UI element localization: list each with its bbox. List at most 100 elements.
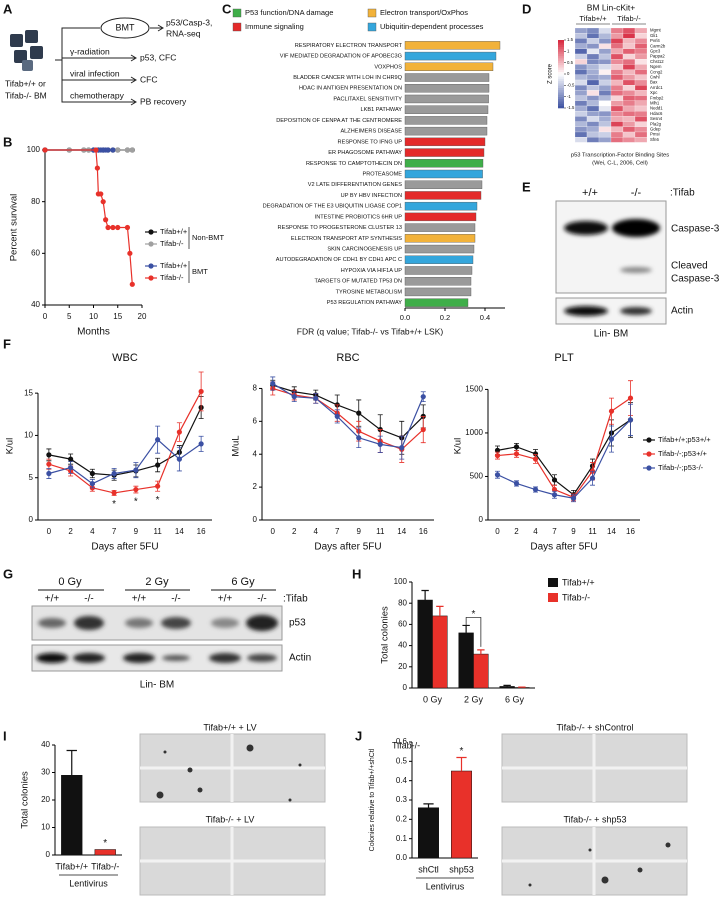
heatmap-cell bbox=[610, 79, 624, 86]
colorbar-step bbox=[558, 46, 564, 50]
x-axis-label: FDR (q value; Tifab-/- vs Tifab+/+ LSK) bbox=[297, 326, 444, 336]
category-label: UP BY HBV INFECTION bbox=[341, 193, 402, 199]
heatmap-cell bbox=[586, 48, 600, 55]
colony bbox=[246, 744, 254, 752]
band bbox=[612, 219, 660, 237]
legend-swatch bbox=[367, 22, 377, 32]
y-tick-label: 100 bbox=[394, 577, 408, 586]
heatmap-cell bbox=[610, 85, 624, 91]
heatmap-cell bbox=[610, 126, 624, 133]
x-tick-label: 2 Gy bbox=[464, 694, 484, 704]
point bbox=[513, 451, 520, 457]
chart-title: WBC bbox=[112, 352, 138, 364]
point bbox=[532, 486, 539, 493]
point bbox=[115, 224, 121, 231]
heatmap-cell bbox=[586, 90, 600, 96]
heatmap-cell bbox=[610, 64, 624, 70]
bar bbox=[451, 770, 472, 859]
heatmap-cell bbox=[622, 48, 636, 55]
x-tick-label: 7 bbox=[552, 527, 557, 536]
x-tick-label: shCtl bbox=[418, 864, 439, 874]
bar bbox=[404, 51, 497, 61]
x-tick-label: 11 bbox=[376, 527, 385, 536]
legend-label: Electron transport/OxPhos bbox=[380, 8, 468, 17]
heatmap-cell bbox=[586, 69, 600, 75]
category-label: DEPOSITION OF CENPA AT THE CENTROMERE bbox=[276, 118, 402, 124]
colorbar-step bbox=[558, 55, 564, 59]
bar bbox=[432, 615, 448, 689]
group-label: Tifab+/+ bbox=[579, 14, 607, 23]
heatmap-cell bbox=[610, 38, 624, 44]
x-tick-label: 2 bbox=[514, 527, 519, 536]
colorbar-step bbox=[558, 83, 564, 86]
x-tick-label: 0.2 bbox=[440, 313, 450, 322]
category-label: LKB1 PATHWAY bbox=[361, 107, 403, 113]
bar bbox=[404, 159, 484, 168]
bar bbox=[458, 632, 474, 689]
heatmap-cell bbox=[598, 105, 612, 112]
colorbar-label: -1.5 bbox=[567, 105, 575, 110]
heatmap-cell bbox=[598, 111, 612, 117]
row-label: Xpc bbox=[650, 90, 658, 95]
heatmap-cell bbox=[610, 53, 624, 60]
heatmap-cell bbox=[586, 95, 600, 101]
heatmap-cell bbox=[634, 79, 648, 86]
panel-label: J bbox=[355, 728, 362, 743]
heatmap-cell bbox=[574, 64, 588, 70]
row-label: Mgmt bbox=[650, 28, 662, 33]
x-tick-label: 9 bbox=[357, 527, 362, 536]
y-tick-label: 0.3 bbox=[396, 795, 408, 804]
x-tick-label: 5 bbox=[67, 312, 72, 321]
x-tick-label: 0.4 bbox=[480, 313, 490, 322]
row-label: Gli1 bbox=[650, 33, 658, 38]
heatmap-cell bbox=[634, 38, 648, 44]
panel-label: H bbox=[352, 566, 361, 581]
point bbox=[551, 486, 558, 493]
legend-label: Tifab+/+ bbox=[160, 261, 188, 270]
row-label: Hdac6 bbox=[650, 111, 663, 116]
legend-marker bbox=[646, 437, 652, 443]
y-tick-label: 0 bbox=[479, 515, 484, 524]
x-tick-label: 14 bbox=[175, 527, 184, 536]
x-tick-label: Tifab-/- bbox=[91, 861, 119, 871]
colorbar-step bbox=[558, 96, 564, 100]
row-label: Arrdc1 bbox=[650, 85, 663, 90]
category-label: PROTEASOME bbox=[363, 171, 403, 177]
heatmap-cell bbox=[622, 27, 636, 34]
bar bbox=[404, 105, 489, 114]
point bbox=[155, 437, 161, 443]
genotype: +/+ bbox=[582, 187, 598, 199]
outcome: p53/Casp-3, bbox=[166, 17, 212, 27]
band-label: Cleaved bbox=[671, 261, 708, 272]
bar bbox=[404, 41, 501, 50]
legend-marker bbox=[148, 275, 154, 281]
chart-title: RBC bbox=[336, 352, 359, 364]
sample-label: Tifab-/- BM bbox=[5, 90, 47, 100]
colorbar-step bbox=[558, 60, 564, 63]
x-tick-label: 16 bbox=[419, 527, 428, 536]
legend-group-label: BMT bbox=[192, 267, 208, 276]
heatmap-cell bbox=[598, 53, 612, 60]
series-line bbox=[272, 387, 424, 450]
heatmap-cell bbox=[586, 27, 600, 34]
heatmap-cell bbox=[574, 59, 588, 65]
subtitle: Tifab-/- bbox=[392, 740, 420, 750]
sample-label: Lin- BM bbox=[594, 329, 628, 340]
point bbox=[46, 470, 52, 477]
bar bbox=[404, 169, 483, 179]
heatmap-cell bbox=[586, 43, 600, 49]
point bbox=[68, 456, 74, 462]
y-axis-label: Percent survival bbox=[9, 194, 20, 262]
colony bbox=[163, 750, 167, 754]
x-tick-label: 0 Gy bbox=[423, 694, 443, 704]
heatmap-cell bbox=[586, 126, 600, 133]
legend-label: Tifab+/+ bbox=[562, 577, 595, 587]
point bbox=[291, 394, 297, 400]
x-axis-label: Days after 5FU bbox=[530, 542, 597, 553]
colony bbox=[288, 798, 292, 802]
x-axis-label: Lentivirus bbox=[426, 881, 465, 891]
y-tick-label: 0 bbox=[29, 515, 34, 524]
band bbox=[620, 267, 652, 273]
x-tick-label: 9 bbox=[134, 527, 139, 536]
heatmap-cell bbox=[634, 111, 648, 117]
